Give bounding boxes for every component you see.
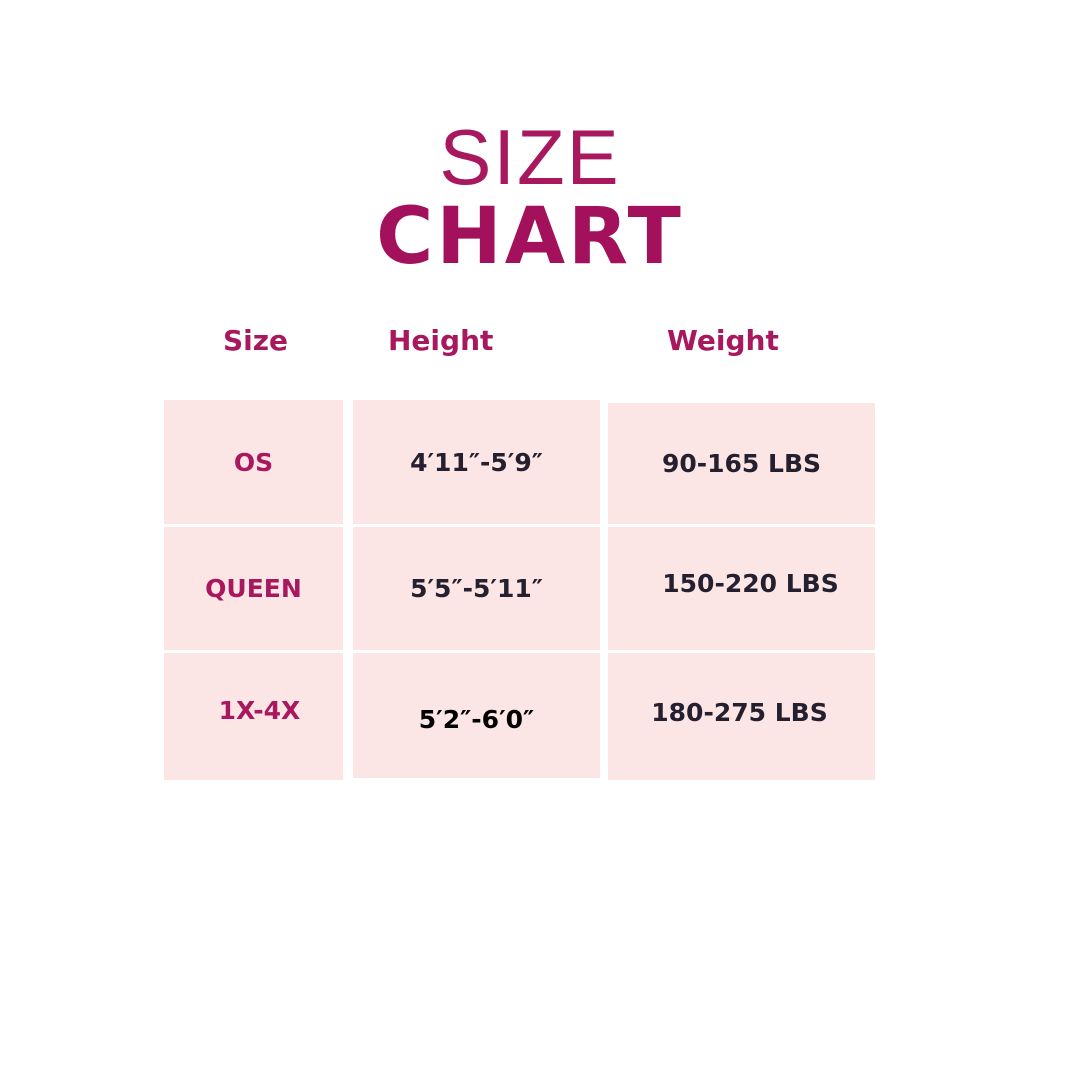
table-cell-weight: 180-275 LBS [608,653,875,780]
weight-value: 150-220 LBS [662,569,839,598]
header-size: Size [223,324,289,357]
table-cell-height: 5′5″-5′11″ [353,527,600,650]
table-cell-height: 4′11″-5′9″ [353,400,600,524]
table-cell-height: 5′2″-6′0″ [353,653,600,778]
header-weight: Weight [667,324,779,357]
height-value: 5′2″-6′0″ [418,705,535,734]
weight-value: 180-275 LBS [651,698,828,727]
header-height: Height [388,324,494,357]
table-cell-weight: 150-220 LBS [608,527,875,650]
height-value: 4′11″-5′9″ [410,447,543,477]
table-cell-weight: 90-165 LBS [608,403,875,524]
size-value: 1X-4X [218,696,301,725]
title-size: SIZE [439,113,621,201]
size-value: OS [233,447,274,477]
weight-value: 90-165 LBS [661,449,822,478]
table-cell-size: QUEEN [164,527,343,650]
size-value: QUEEN [205,574,302,603]
table-cell-size: OS [164,400,343,524]
title-chart: CHART [376,192,684,282]
height-value: 5′5″-5′11″ [410,574,543,603]
table-cell-size: 1X-4X [164,653,343,780]
